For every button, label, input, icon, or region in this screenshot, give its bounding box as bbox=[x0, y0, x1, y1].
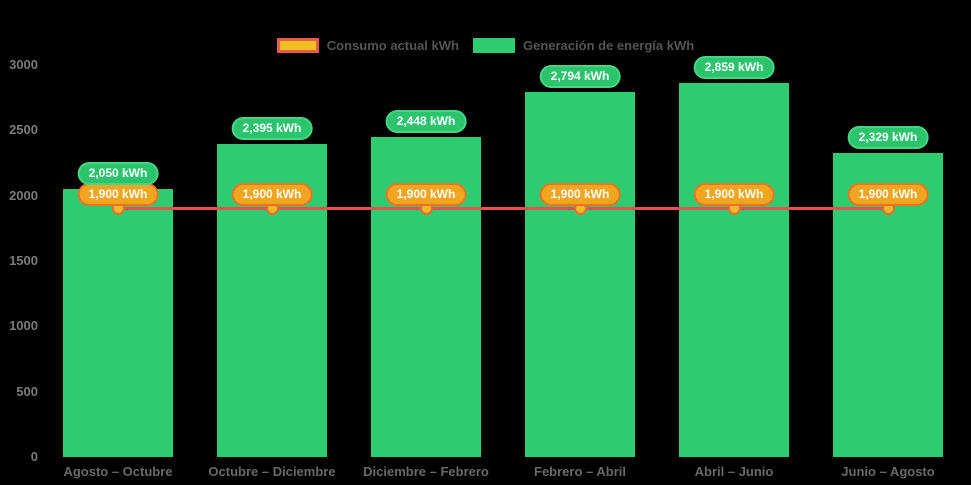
x-axis-category-label: Diciembre – Febrero bbox=[363, 464, 489, 479]
legend-label-generacion: Generación de energía kWh bbox=[522, 38, 695, 53]
legend-item-consumo[interactable]: Consumo actual kWh bbox=[276, 38, 459, 53]
generation-value-badge: 2,448 kWh bbox=[385, 110, 467, 134]
generation-value-badge: 2,794 kWh bbox=[539, 64, 621, 88]
generation-bar[interactable] bbox=[63, 189, 173, 457]
plot-area: 1,900 kWh 1,900 kWh 1,900 kWh 1,900 kWh 1,90… bbox=[41, 56, 965, 457]
generation-bar[interactable] bbox=[679, 83, 789, 457]
legend-item-generacion[interactable]: Generación de energía kWh bbox=[472, 38, 695, 53]
generation-value-badge: 2,395 kWh bbox=[231, 117, 313, 141]
consumption-value-badge: 1,900 kWh bbox=[231, 183, 313, 207]
generation-bar[interactable] bbox=[525, 91, 635, 457]
generacion-bar-swatch-icon bbox=[472, 38, 515, 53]
x-axis-category-label: Octubre – Diciembre bbox=[208, 464, 336, 479]
x-axis-category-label: Febrero – Abril bbox=[534, 464, 626, 479]
y-axis-tick-label: 2500 bbox=[9, 122, 38, 138]
consumption-value-badge: 1,900 kWh bbox=[693, 183, 775, 207]
x-axis-category-label: Agosto – Octubre bbox=[63, 464, 173, 479]
y-axis-tick-label: 3000 bbox=[9, 57, 38, 72]
generation-value-badge: 2,859 kWh bbox=[693, 56, 775, 80]
legend-label-consumo: Consumo actual kWh bbox=[326, 38, 459, 53]
consumo-line-swatch-icon bbox=[276, 38, 319, 53]
y-axis-tick-label: 1500 bbox=[9, 253, 38, 268]
y-axis-tick-label: 2000 bbox=[9, 187, 38, 203]
x-axis-category-label: Abril – Junio bbox=[694, 464, 774, 479]
chart-legend: Consumo actual kWh Generación de energía… bbox=[0, 38, 971, 53]
consumption-value-badge: 1,900 kWh bbox=[847, 183, 929, 207]
consumption-value-badge: 1,900 kWh bbox=[539, 183, 621, 207]
y-axis-tick-label: 500 bbox=[16, 383, 38, 399]
consumption-value-badge: 1,900 kWh bbox=[385, 183, 467, 207]
x-axis-category-label: Junio – Agosto bbox=[841, 464, 935, 479]
y-axis-tick-label: 0 bbox=[30, 449, 38, 464]
generation-value-badge: 2,050 kWh bbox=[77, 162, 159, 186]
generation-value-badge: 2,329 kWh bbox=[847, 125, 929, 149]
consumption-value-badge: 1,900 kWh bbox=[77, 183, 159, 207]
consumption-line bbox=[118, 207, 888, 211]
y-axis-tick-label: 1000 bbox=[9, 318, 38, 334]
